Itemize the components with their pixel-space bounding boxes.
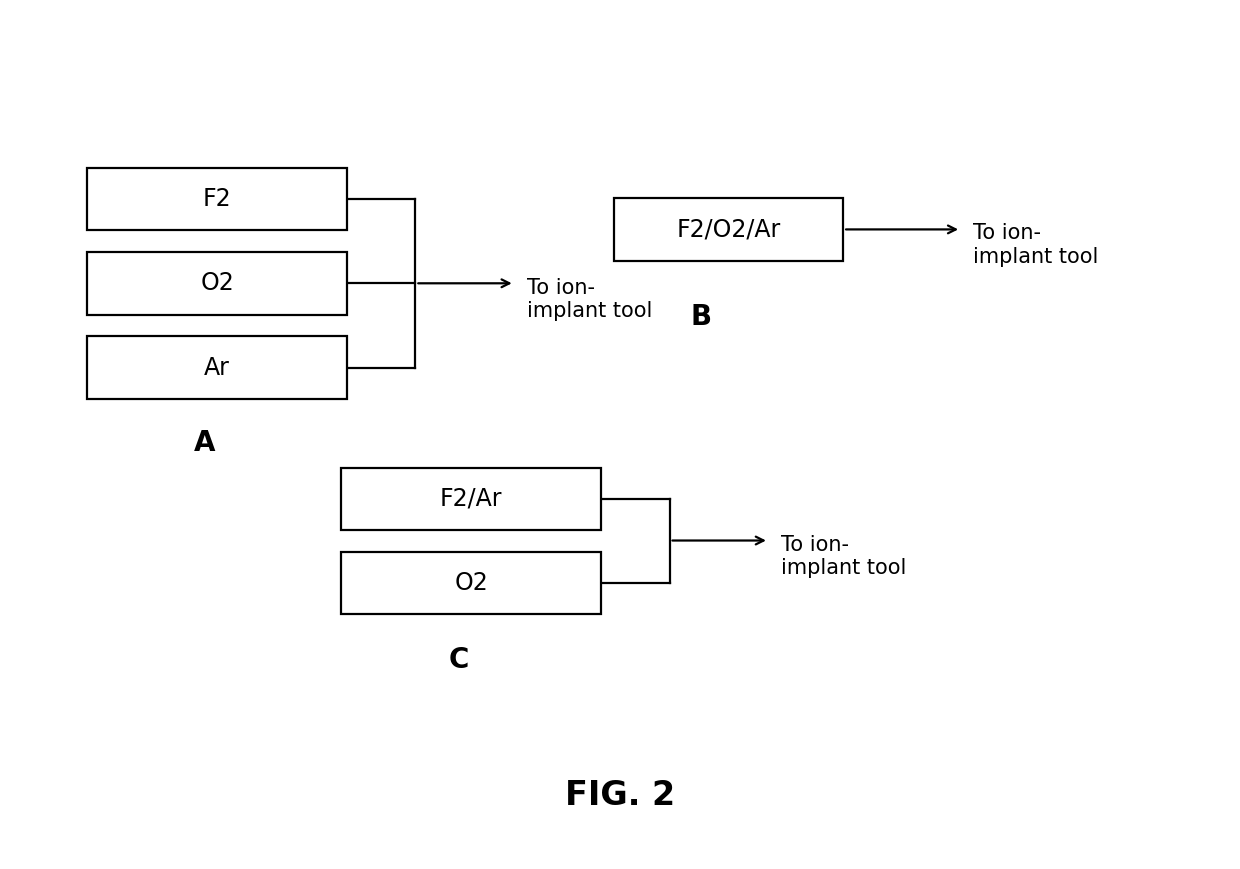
Text: To ion-
implant tool: To ion- implant tool — [527, 278, 652, 322]
FancyBboxPatch shape — [87, 252, 347, 315]
Text: To ion-
implant tool: To ion- implant tool — [781, 534, 906, 578]
Text: C: C — [449, 647, 469, 674]
Text: F2/Ar: F2/Ar — [440, 487, 502, 511]
Text: O2: O2 — [200, 271, 234, 295]
FancyBboxPatch shape — [87, 336, 347, 399]
FancyBboxPatch shape — [341, 552, 601, 614]
FancyBboxPatch shape — [87, 168, 347, 230]
FancyBboxPatch shape — [341, 468, 601, 530]
Text: O2: O2 — [454, 571, 489, 595]
Text: FIG. 2: FIG. 2 — [565, 779, 675, 812]
Text: Ar: Ar — [205, 355, 229, 380]
Text: B: B — [689, 303, 712, 331]
Text: To ion-
implant tool: To ion- implant tool — [973, 223, 1099, 267]
Text: F2/O2/Ar: F2/O2/Ar — [676, 217, 781, 242]
Text: A: A — [193, 429, 216, 457]
FancyBboxPatch shape — [614, 198, 843, 261]
Text: F2: F2 — [202, 187, 232, 211]
